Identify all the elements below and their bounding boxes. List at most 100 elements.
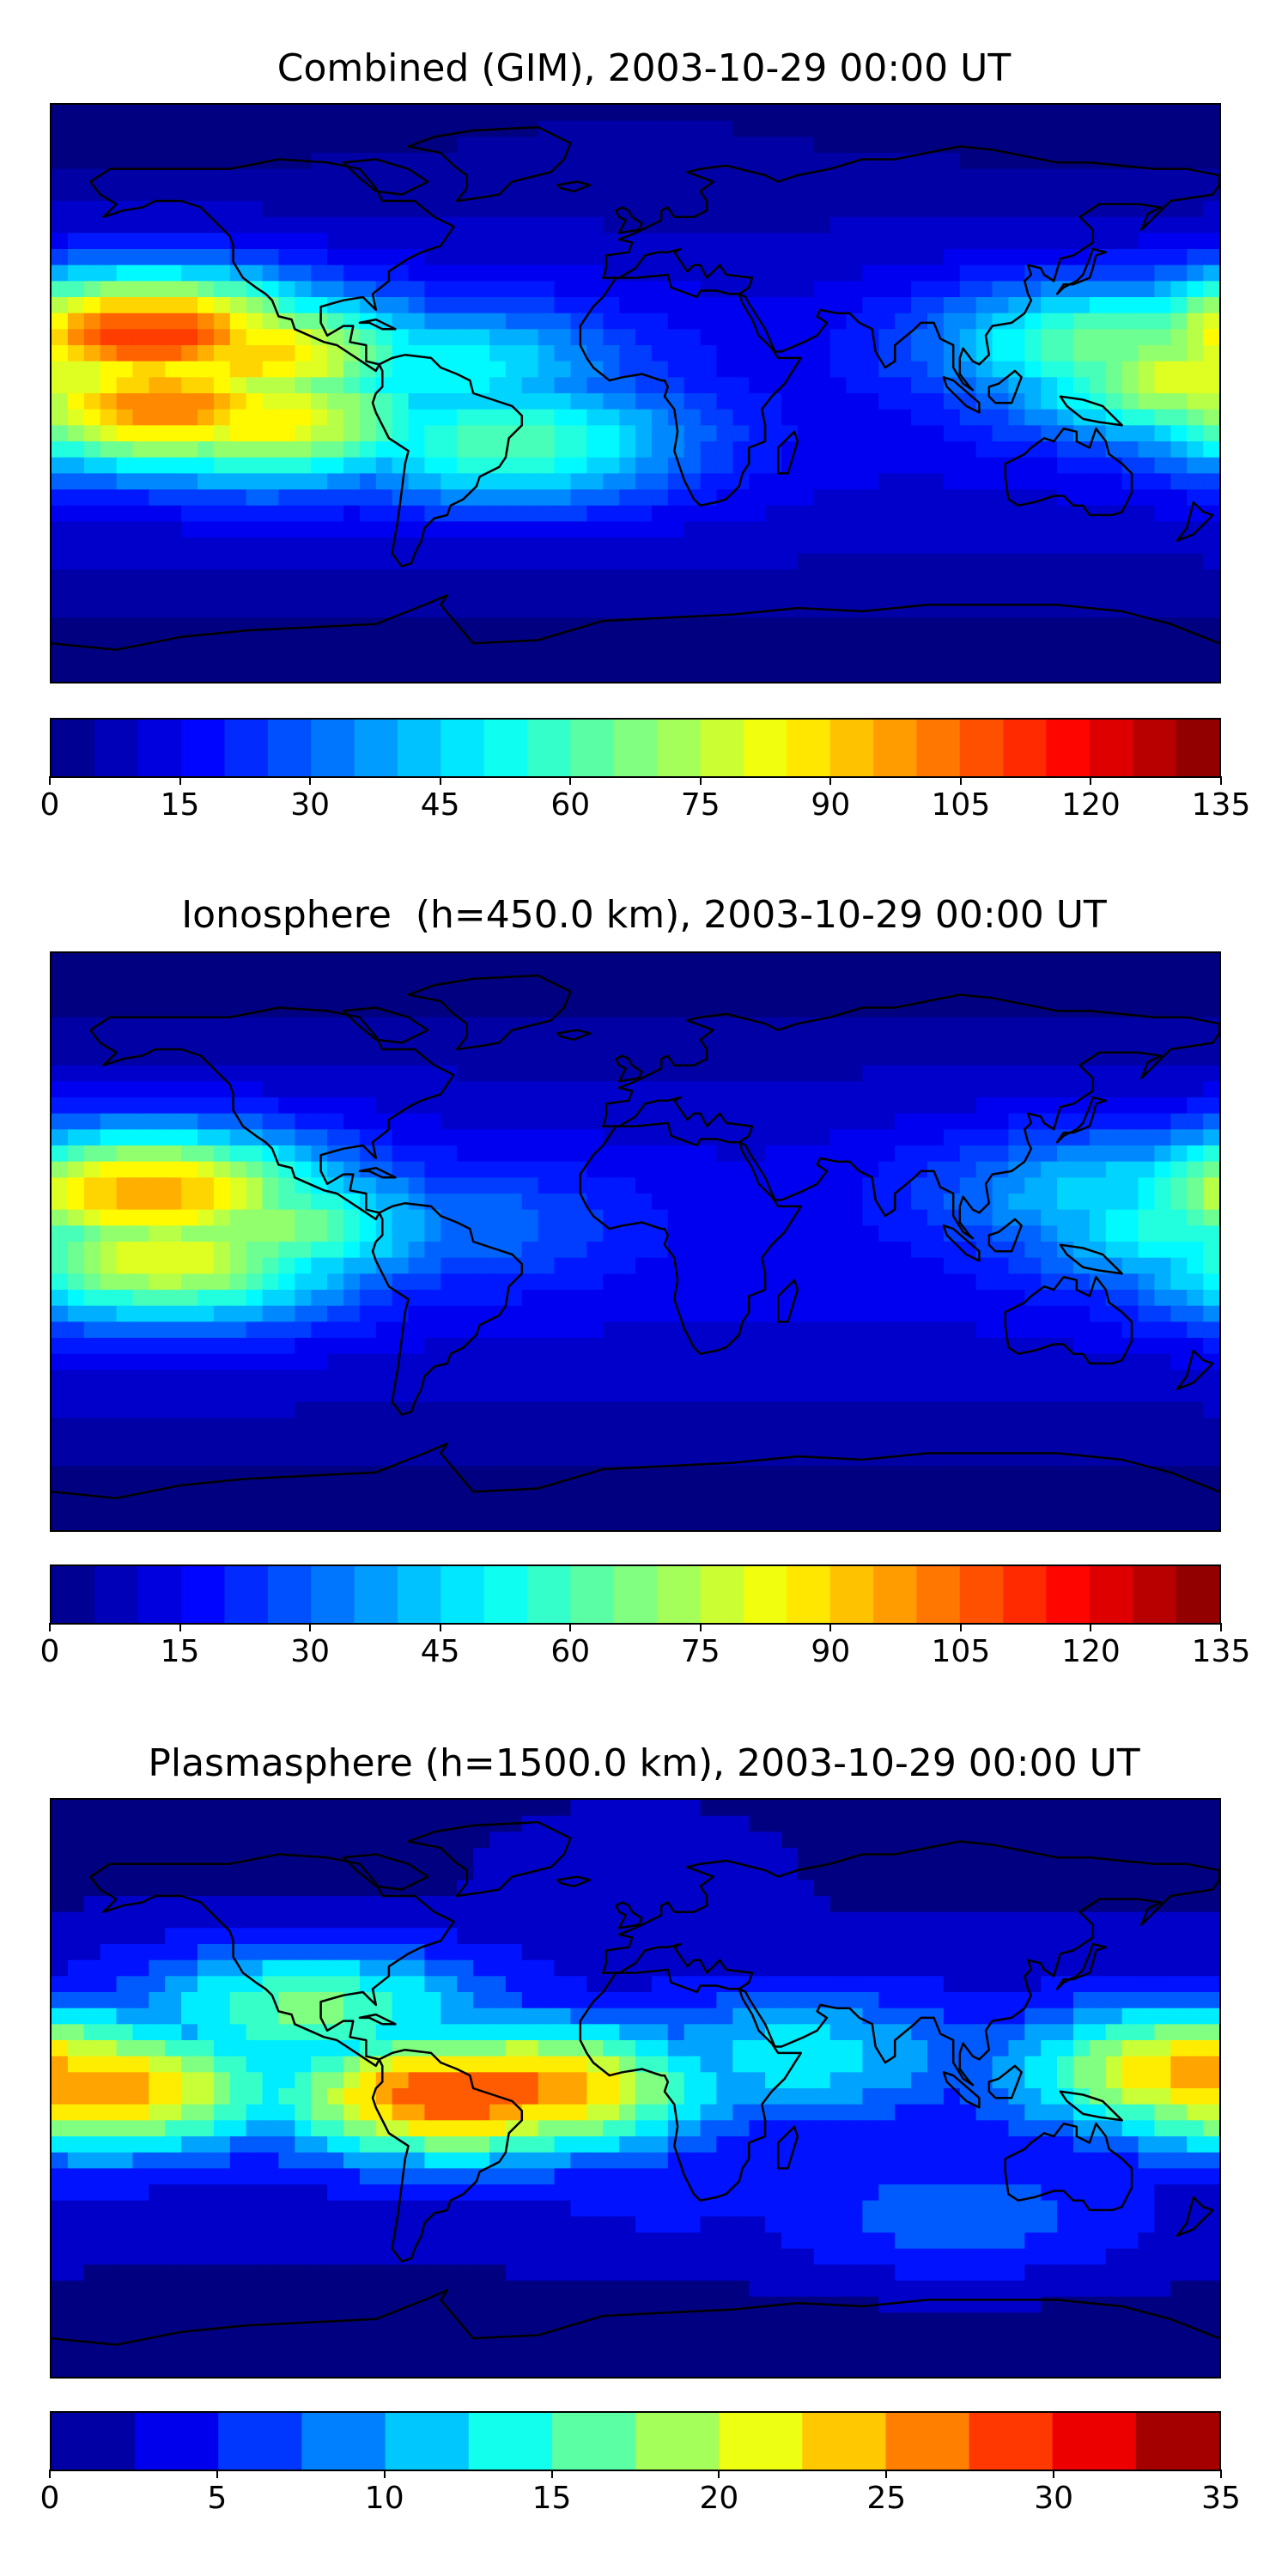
tec-cell xyxy=(749,201,766,218)
tec-cell xyxy=(895,521,912,538)
tec-cell xyxy=(52,521,69,538)
tec-cell xyxy=(959,473,977,490)
tec-cell xyxy=(505,264,523,282)
tec-cell xyxy=(1024,425,1042,442)
tec-cell xyxy=(100,249,118,266)
tec-cell xyxy=(359,1449,377,1467)
tec-cell xyxy=(959,153,977,170)
tec-cell xyxy=(457,313,474,330)
tec-cell xyxy=(67,569,85,586)
tec-cell xyxy=(197,521,215,538)
tec-cell xyxy=(165,1321,182,1339)
tec-cell xyxy=(683,457,702,474)
tec-cell xyxy=(246,1081,264,1098)
tec-cell xyxy=(829,249,848,266)
tec-cell xyxy=(1121,1194,1139,1211)
tec-cell xyxy=(716,1321,733,1339)
tec-cell xyxy=(1008,120,1025,137)
tec-cell xyxy=(359,249,377,266)
tec-cell xyxy=(911,1033,928,1050)
tec-cell xyxy=(927,313,945,330)
tec-cell xyxy=(262,569,280,586)
tec-cell xyxy=(1203,1209,1219,1226)
tec-cell xyxy=(862,1081,879,1098)
tec-cell xyxy=(505,1338,523,1355)
tec-cell xyxy=(181,457,198,474)
tec-cell xyxy=(1041,617,1058,635)
tec-cell xyxy=(132,1321,149,1339)
tec-cell xyxy=(570,313,587,330)
tec-cell xyxy=(1089,153,1107,170)
tec-cell xyxy=(667,569,685,586)
tec-cell xyxy=(165,233,182,250)
tec-cell xyxy=(846,1305,864,1322)
tec-cell xyxy=(521,201,539,218)
tec-cell xyxy=(327,985,344,1002)
tec-cell xyxy=(813,1081,831,1098)
tec-cell xyxy=(667,1386,685,1403)
tec-cell xyxy=(1170,1129,1188,1146)
tec-cell xyxy=(521,1177,539,1194)
tec-cell xyxy=(716,313,733,330)
tec-cell xyxy=(911,473,928,490)
tec-cell xyxy=(440,1290,458,1307)
tec-cell xyxy=(489,105,507,122)
tec-cell xyxy=(343,425,361,442)
tec-cell xyxy=(392,233,410,250)
tec-cell xyxy=(895,313,912,330)
tec-cell xyxy=(311,1370,328,1387)
tec-cell xyxy=(1057,264,1074,282)
tec-cell xyxy=(538,586,556,603)
tec-cell xyxy=(683,1225,702,1242)
tec-cell xyxy=(975,361,993,378)
tec-cell xyxy=(538,569,556,586)
tec-cell xyxy=(229,665,247,682)
tec-cell xyxy=(343,377,361,394)
tec-cell xyxy=(213,1401,231,1419)
tec-cell xyxy=(878,409,896,426)
tec-cell xyxy=(311,569,328,586)
coastline-antarctica-edge xyxy=(52,593,1219,651)
tec-cell xyxy=(975,281,993,298)
tec-cell xyxy=(749,137,766,154)
coastline-sumatra xyxy=(942,376,981,414)
tec-cell xyxy=(1154,586,1171,603)
tec-cell xyxy=(570,1401,587,1419)
tec-cell xyxy=(1105,137,1123,154)
tec-cell xyxy=(667,297,685,314)
tec-cell xyxy=(67,1225,85,1242)
tec-cell xyxy=(538,1049,556,1066)
coastline-australia xyxy=(1004,427,1133,517)
tec-cell xyxy=(262,985,280,1002)
tec-cell xyxy=(846,281,864,298)
tec-cell xyxy=(1170,233,1188,250)
tec-cell xyxy=(52,393,69,410)
tec-cell xyxy=(781,1242,799,1259)
tec-cell xyxy=(505,105,523,122)
tec-cell xyxy=(554,1065,572,1082)
tec-cell xyxy=(440,1177,458,1194)
tec-cell xyxy=(1170,393,1188,410)
tec-cell xyxy=(1024,1321,1042,1339)
tec-cell xyxy=(213,233,231,250)
tec-cell xyxy=(521,425,539,442)
tec-cell xyxy=(262,361,280,378)
tec-cell xyxy=(749,1242,766,1259)
tec-cell xyxy=(52,281,69,298)
tec-cell xyxy=(943,1194,961,1211)
tec-cell xyxy=(1154,297,1171,314)
tec-cell xyxy=(878,1242,896,1259)
tec-cell xyxy=(52,617,69,635)
tec-cell xyxy=(262,1418,280,1435)
tec-cell xyxy=(813,153,831,170)
tec-cell xyxy=(327,457,344,474)
tec-cell xyxy=(392,634,410,651)
tec-cell xyxy=(359,1257,377,1274)
tec-cell xyxy=(781,665,799,682)
tec-cell xyxy=(295,1370,312,1387)
tec-cell xyxy=(359,1113,377,1130)
tec-cell xyxy=(262,1257,280,1274)
tec-cell xyxy=(181,1097,198,1115)
tec-cell xyxy=(83,1273,101,1291)
tec-cell xyxy=(1041,1290,1058,1307)
